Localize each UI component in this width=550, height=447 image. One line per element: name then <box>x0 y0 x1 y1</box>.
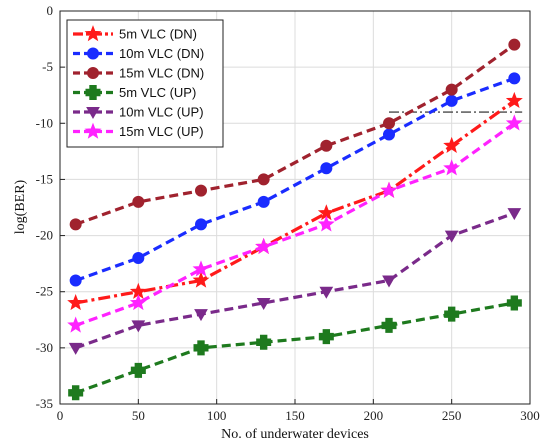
series-line <box>75 301 515 395</box>
y-tick-label: -10 <box>36 115 53 130</box>
data-point <box>383 128 395 141</box>
data-point <box>69 274 82 287</box>
data-point <box>257 173 270 186</box>
legend-entry: 15m VLC (UP) <box>73 122 204 139</box>
data-point <box>444 306 460 322</box>
data-point <box>256 334 272 350</box>
legend-marker <box>87 47 99 60</box>
data-point <box>381 317 397 333</box>
data-point <box>443 159 461 176</box>
legend-label: 5m VLC (UP) <box>119 85 196 100</box>
series-1 <box>69 72 521 287</box>
data-point <box>67 294 85 311</box>
data-point <box>505 114 523 131</box>
series-3 <box>68 295 522 401</box>
data-point <box>318 329 334 345</box>
data-point <box>508 38 521 51</box>
x-tick-label: 300 <box>520 408 540 423</box>
legend-marker <box>85 85 101 100</box>
y-tick-label: 0 <box>47 3 54 18</box>
legend-entry: 15m VLC (DN) <box>73 66 204 81</box>
data-point <box>508 72 521 85</box>
data-point <box>320 139 333 152</box>
legend-marker <box>84 25 102 42</box>
legend-label: 10m VLC (DN) <box>119 46 204 61</box>
legend-entry: 10m VLC (UP) <box>73 105 204 120</box>
data-point <box>131 320 146 333</box>
legend-label: 10m VLC (UP) <box>119 105 204 120</box>
x-axis-label: No. of underwater devices <box>221 427 369 442</box>
y-tick-label: -15 <box>36 171 53 186</box>
data-point <box>256 297 271 310</box>
tick-labels: 0 50 100 150 200 250 300 0 -5 -10 -15 -20 -25 -30 -35 <box>36 3 540 423</box>
legend-entry: 5m VLC (DN) <box>73 25 197 42</box>
data-point <box>319 286 334 299</box>
legend-marker <box>84 122 102 139</box>
data-point <box>132 195 145 208</box>
data-point <box>69 218 82 231</box>
data-point <box>380 181 398 198</box>
legend-entry: 10m VLC (DN) <box>73 46 204 61</box>
data-point <box>193 340 209 356</box>
data-point <box>192 260 210 277</box>
data-point <box>132 252 145 265</box>
legend-entry: 5m VLC (UP) <box>73 85 196 100</box>
grid-lines <box>60 11 530 404</box>
series-line <box>75 99 516 305</box>
data-point <box>382 275 396 288</box>
data-point <box>195 218 207 231</box>
series-group <box>67 38 523 401</box>
data-point <box>129 294 147 311</box>
data-point <box>194 309 208 322</box>
data-point <box>255 237 273 255</box>
data-point <box>68 342 83 355</box>
data-point <box>383 117 395 130</box>
data-point <box>445 94 458 107</box>
x-tick-label: 0 <box>57 408 64 423</box>
legend-label: 15m VLC (DN) <box>119 66 204 81</box>
data-point <box>130 362 146 378</box>
series-line <box>75 121 516 327</box>
data-point <box>192 271 210 288</box>
data-point <box>505 91 523 109</box>
data-point <box>445 83 458 96</box>
x-tick-label: 200 <box>364 408 384 423</box>
y-axis-label: log(BER) <box>13 179 28 234</box>
legend-label: 5m VLC (DN) <box>119 27 197 42</box>
legend-label: 15m VLC (UP) <box>119 124 204 139</box>
legend: 5m VLC (DN) 10m VLC (DN) 15m VLC (DN) 5m VL… <box>66 19 224 148</box>
data-point <box>443 136 461 153</box>
x-tick-label: 250 <box>442 408 462 423</box>
x-tick-label: 150 <box>285 408 305 423</box>
series-4 <box>68 208 522 355</box>
series-5 <box>67 114 523 333</box>
data-point <box>320 162 333 175</box>
data-point <box>507 208 522 221</box>
data-point <box>506 295 522 311</box>
data-point <box>67 316 85 333</box>
series-2 <box>69 38 521 231</box>
data-point <box>195 184 207 197</box>
y-tick-label: -35 <box>36 396 53 411</box>
y-tick-label: -20 <box>36 228 53 243</box>
data-point <box>444 230 459 243</box>
series-line <box>75 76 515 282</box>
data-point <box>68 385 84 401</box>
y-tick-label: -25 <box>36 284 53 299</box>
x-tick-label: 50 <box>132 408 145 423</box>
y-tick-label: -5 <box>42 59 53 74</box>
y-tick-label: -30 <box>36 340 53 355</box>
legend-marker <box>87 67 99 79</box>
series-line <box>75 43 516 226</box>
series-line <box>75 211 515 350</box>
data-point <box>257 195 270 208</box>
x-tick-label: 100 <box>207 408 227 423</box>
data-point <box>317 215 335 232</box>
legend-marker <box>86 107 100 120</box>
